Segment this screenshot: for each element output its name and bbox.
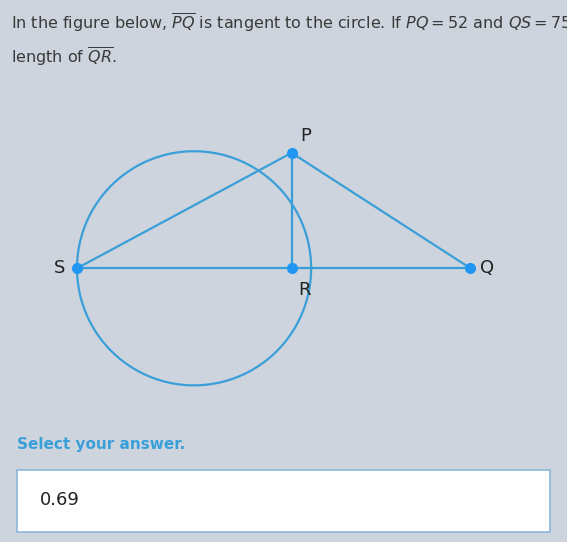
- Text: R: R: [298, 281, 311, 299]
- FancyBboxPatch shape: [17, 470, 550, 532]
- Text: Q: Q: [480, 259, 494, 278]
- Text: Select your answer.: Select your answer.: [17, 437, 185, 452]
- Text: 0.69: 0.69: [40, 491, 79, 509]
- Text: In the figure below, $\overline{PQ}$ is tangent to the circle. If $PQ = 52$ and : In the figure below, $\overline{PQ}$ is …: [11, 11, 567, 68]
- Text: S: S: [54, 259, 66, 278]
- Text: P: P: [300, 127, 311, 145]
